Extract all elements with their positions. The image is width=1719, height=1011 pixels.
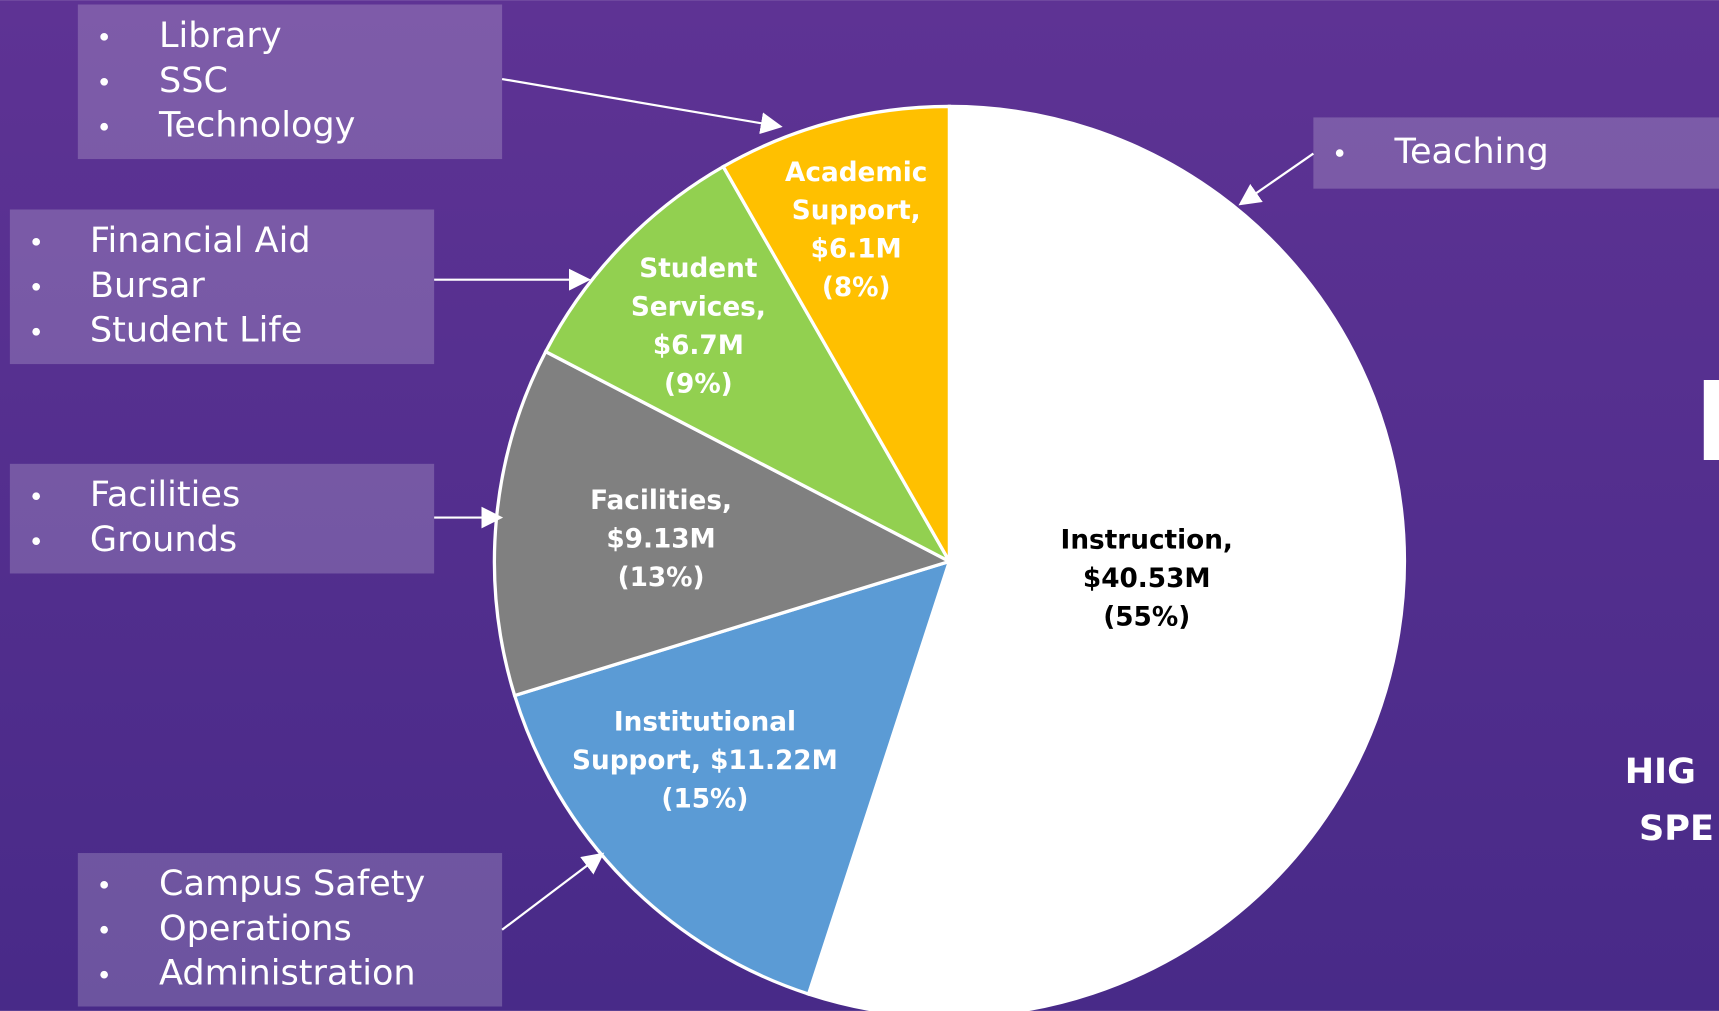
bullet: [100, 880, 108, 889]
bullet: [32, 282, 41, 291]
callout-item: SSC: [159, 60, 228, 101]
callout-arrow: [501, 852, 605, 931]
callout-item: Bursar: [90, 265, 205, 306]
callout-item: Financial Aid: [90, 220, 311, 261]
cropped-text: HIG: [1625, 751, 1696, 792]
bullet: [1335, 149, 1344, 157]
bullet: [100, 77, 108, 86]
callout-item: Technology: [158, 105, 355, 146]
cropped-text: SPE: [1639, 808, 1714, 849]
bullet: [100, 122, 108, 131]
data-label: Institutional Support, $11.22M (15%): [572, 707, 838, 814]
callout-arrow: [501, 77, 783, 135]
callout-item: Teaching: [1393, 131, 1548, 172]
pie-slice: [806, 104, 1406, 1011]
callout-box: [77, 4, 503, 160]
bullet: [100, 925, 108, 934]
callout-item: Library: [159, 15, 282, 56]
bullet: [32, 238, 41, 246]
callout-box: [1313, 117, 1719, 189]
pie-slice: [512, 558, 952, 997]
bullet: [32, 327, 41, 336]
callout-box: [9, 463, 435, 574]
data-label: Student Services, $6.7M (9%): [631, 254, 766, 399]
callout-item: Facilities: [90, 474, 240, 515]
callout-item: Operations: [159, 908, 352, 949]
bullet: [32, 537, 41, 545]
pie-slice: [721, 104, 952, 568]
data-label: Academic Support, $6.1M (8%): [785, 157, 927, 302]
data-label: Instruction, $40.53M (55%): [1061, 525, 1233, 632]
data-label: Facilities, $9.13M (13%): [590, 486, 732, 593]
cropped-heading: N: [1694, 358, 1719, 486]
callout-box: [77, 853, 503, 1007]
bullet: [100, 32, 108, 41]
bullet: [100, 970, 108, 979]
callout-item: Grounds: [90, 519, 237, 560]
callout-item: Student Life: [90, 310, 302, 351]
callout-arrow: [1238, 152, 1314, 206]
pie-slice: [543, 164, 954, 566]
callout-item: Campus Safety: [159, 863, 425, 904]
callout-item: Administration: [159, 953, 416, 994]
bullet: [32, 492, 41, 501]
callout-box: [9, 209, 435, 365]
